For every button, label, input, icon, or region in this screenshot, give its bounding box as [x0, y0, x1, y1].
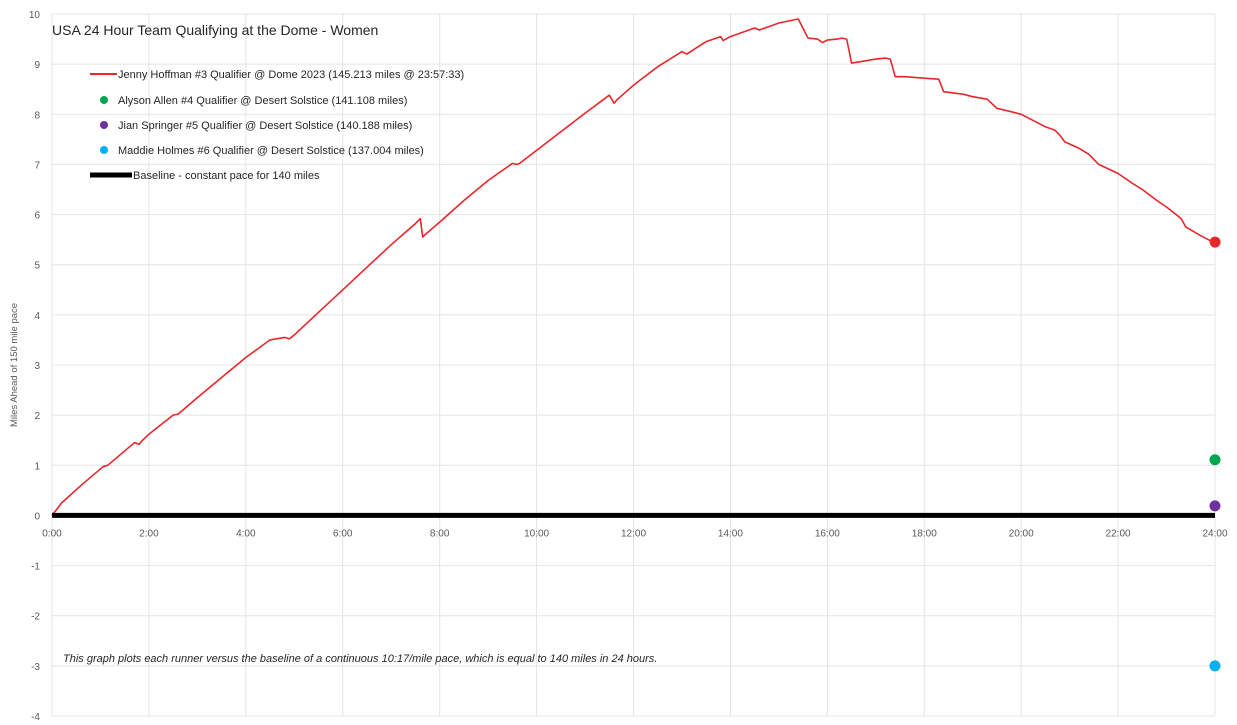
chart-title: USA 24 Hour Team Qualifying at the Dome … — [52, 22, 378, 38]
y-tick-label: -3 — [31, 662, 40, 673]
series-point-1 — [1209, 454, 1221, 466]
series-point-3 — [1209, 660, 1221, 672]
y-tick-label: 6 — [34, 211, 40, 222]
x-tick-label: 2:00 — [139, 528, 159, 539]
x-tick-label: 0:00 — [42, 528, 62, 539]
legend: Jenny Hoffman #3 Qualifier @ Dome 2023 (… — [90, 69, 464, 182]
y-tick-label: 9 — [34, 60, 40, 71]
x-tick-label: 24:00 — [1202, 528, 1227, 539]
axes: 0:00 2:00 4:00 6:00 8:00 10:00 12:00 14:00 16:00… — [29, 10, 1228, 723]
y-tick-label: 2 — [34, 411, 40, 422]
legend-swatch-point — [100, 146, 108, 154]
y-axis-label: Miles Ahead of 150 mile pace — [9, 303, 20, 427]
y-tick-label: 10 — [29, 10, 41, 21]
y-tick-label: 5 — [34, 261, 40, 272]
legend-entry: Jenny Hoffman #3 Qualifier @ Dome 2023 (… — [118, 69, 464, 81]
y-tick-label: -1 — [31, 562, 40, 573]
chart-note: This graph plots each runner versus the … — [63, 653, 657, 665]
x-tick-label: 16:00 — [815, 528, 840, 539]
legend-entry: Jian Springer #5 Qualifier @ Desert Sols… — [118, 120, 412, 132]
x-tick-label: 6:00 — [333, 528, 353, 539]
x-tick-label: 4:00 — [236, 528, 256, 539]
legend-entry: Maddie Holmes #6 Qualifier @ Desert Sols… — [118, 145, 424, 157]
x-tick-label: 10:00 — [524, 528, 549, 539]
y-tick-label: 8 — [34, 110, 40, 121]
series-line-hoffman — [51, 18, 1214, 516]
series — [51, 18, 1221, 672]
y-tick-label: 4 — [34, 311, 40, 322]
x-tick-label: 20:00 — [1009, 528, 1034, 539]
x-tick-label: 14:00 — [718, 528, 743, 539]
y-tick-label: -4 — [31, 712, 40, 723]
series-end-marker-hoffman — [1209, 236, 1221, 248]
x-tick-label: 8:00 — [430, 528, 450, 539]
y-tick-label: 0 — [34, 511, 40, 522]
y-tick-label: -2 — [31, 612, 40, 623]
legend-entry: Baseline - constant pace for 140 miles — [133, 170, 320, 182]
legend-swatch-point — [100, 121, 108, 129]
x-tick-label: 12:00 — [621, 528, 646, 539]
gridlines — [51, 13, 1216, 717]
series-point-2 — [1209, 500, 1221, 512]
y-tick-label: 7 — [34, 160, 40, 171]
legend-entry: Alyson Allen #4 Qualifier @ Desert Solst… — [118, 95, 407, 107]
x-tick-label: 22:00 — [1106, 528, 1131, 539]
y-tick-label: 3 — [34, 361, 40, 372]
legend-swatch-point — [100, 96, 108, 104]
y-tick-label: 1 — [34, 461, 40, 472]
x-tick-label: 18:00 — [912, 528, 937, 539]
